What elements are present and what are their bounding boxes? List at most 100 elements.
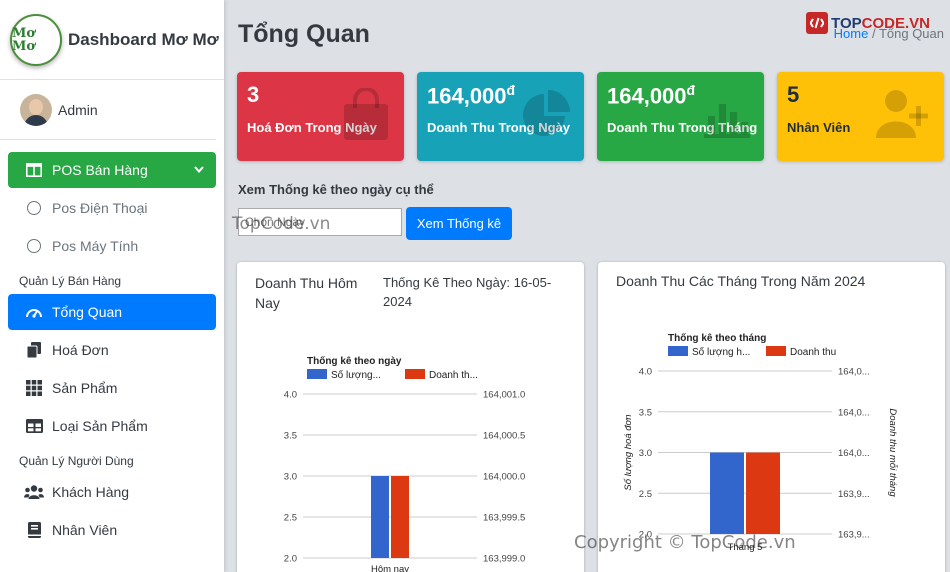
copyright-watermark: Copyright © TopCode.vn bbox=[574, 532, 796, 553]
sidebar-item-label: Khách Hàng bbox=[52, 484, 130, 500]
sidebar-item-customers[interactable]: Khách Hàng bbox=[8, 474, 216, 510]
shopping-bag-icon bbox=[340, 87, 392, 151]
topcode-logo-text-b: CODE.VN bbox=[861, 14, 930, 32]
stat-box-staff[interactable]: 5 Nhân Viên bbox=[777, 72, 944, 161]
th-grid-icon bbox=[24, 380, 44, 396]
chart-monthly: Thống kê theo tháng Số lượng h... Doanh th… bbox=[623, 332, 898, 553]
tachometer-icon bbox=[24, 305, 44, 319]
legend-swatch bbox=[307, 369, 327, 379]
view-stats-button[interactable]: Xem Thống kê bbox=[406, 207, 512, 240]
chevron-down-icon bbox=[194, 164, 204, 176]
bar-chart-icon bbox=[700, 88, 752, 149]
brand-title: Dashboard Mơ Mơ bbox=[68, 29, 219, 49]
sidebar-item-label: Nhân Viên bbox=[52, 522, 118, 538]
card-title: Doanh Thu Hôm Nay bbox=[255, 275, 358, 311]
right-tick-label: 164,0... bbox=[838, 448, 870, 459]
right-tick-label: 164,0... bbox=[838, 407, 870, 418]
nav-header-users: Quản Lý Người Dùng bbox=[19, 454, 134, 468]
stat-value-number: 164,000 bbox=[427, 83, 507, 109]
left-tick-label: 3.5 bbox=[639, 407, 652, 418]
bar-invoice-count bbox=[710, 452, 744, 534]
chart-title: Thống kê theo tháng bbox=[668, 332, 766, 344]
topcode-logo-watermark: TOP CODE.VN bbox=[806, 12, 930, 34]
stat-value-unit: đ bbox=[686, 82, 696, 98]
user-name: Admin bbox=[58, 101, 98, 118]
breadcrumb-separator: / bbox=[871, 26, 879, 41]
right-tick-label: 164,000.5 bbox=[483, 431, 525, 442]
stat-label: Nhân Viên bbox=[787, 120, 851, 135]
main-content: Tổng Quan Home / Tổng Quan TOP CODE.VN 3 … bbox=[224, 0, 950, 572]
breadcrumb: Home / Tổng Quan bbox=[834, 26, 944, 41]
date-picker-input[interactable] bbox=[238, 208, 402, 236]
left-tick-label: 2.5 bbox=[639, 489, 652, 500]
y-axis-label-left: Số lượng hoá đơn bbox=[623, 414, 634, 490]
sidebar-item-invoices[interactable]: Hoá Đơn bbox=[8, 332, 216, 368]
topcode-logo-text: TOP bbox=[831, 14, 862, 32]
stat-box-invoices[interactable]: 3 Hoá Đơn Trong Ngày bbox=[237, 72, 404, 161]
y-axis-label-right: Doanh thu mỗi tháng bbox=[887, 408, 898, 497]
breadcrumb-current: Tổng Quan bbox=[878, 26, 944, 41]
copy-icon bbox=[24, 342, 44, 358]
legend-swatch bbox=[668, 346, 688, 356]
left-tick-label: 4.0 bbox=[284, 390, 297, 401]
card-subtitle: Thống Kê Theo Ngày: 16-05-2024 bbox=[383, 275, 552, 309]
left-tick-label: 3.0 bbox=[639, 448, 652, 459]
stat-label: Doanh Thu Trong Tháng bbox=[607, 120, 758, 135]
card-today-revenue: Doanh Thu Hôm Nay Thống Kê Theo Ngày: 16… bbox=[237, 262, 584, 572]
sidebar-item-pos-pc[interactable]: Pos Máy Tính bbox=[8, 228, 216, 264]
legend-swatch bbox=[405, 369, 425, 379]
stat-value: 5 bbox=[787, 82, 800, 107]
bar-revenue bbox=[391, 476, 409, 558]
nav-header-sales: Quản Lý Bán Hàng bbox=[19, 274, 122, 288]
right-tick-label: 164,000.0 bbox=[483, 472, 525, 483]
legend-label: Doanh th... bbox=[429, 370, 478, 381]
book-icon bbox=[24, 522, 44, 538]
left-tick-label: 2.0 bbox=[284, 554, 297, 565]
sidebar-item-products[interactable]: Sản Phẩm bbox=[8, 370, 216, 406]
right-tick-label: 163,9... bbox=[838, 530, 870, 541]
left-tick-label: 2.0 bbox=[639, 530, 652, 541]
sidebar-item-label: Hoá Đơn bbox=[52, 342, 109, 358]
chart-daily: Thống kê theo ngày Số lượng... Doanh th...… bbox=[284, 355, 525, 572]
category-label: Tháng 5 bbox=[728, 542, 763, 553]
columns-icon bbox=[24, 163, 44, 177]
user-panel[interactable]: Admin bbox=[0, 80, 216, 140]
sidebar-item-staff[interactable]: Nhân Viên bbox=[8, 512, 216, 548]
right-tick-label: 163,9... bbox=[838, 489, 870, 500]
category-label: Hôm nay bbox=[371, 564, 409, 572]
stat-value: 164,000đ bbox=[607, 82, 695, 109]
sidebar-item-categories[interactable]: Loại Sản Phẩm bbox=[8, 408, 216, 444]
right-tick-label: 164,001.0 bbox=[483, 390, 525, 401]
legend-label: Số lượng h... bbox=[692, 346, 750, 358]
user-plus-icon bbox=[874, 88, 932, 149]
stat-box-monthly-revenue[interactable]: 164,000đ Doanh Thu Trong Tháng bbox=[597, 72, 764, 161]
legend-label: Số lượng... bbox=[331, 369, 381, 381]
sidebar-item-overview[interactable]: Tổng Quan bbox=[8, 294, 216, 330]
right-tick-label: 164,0... bbox=[838, 367, 870, 378]
brand-link[interactable]: Mơ Mơ Dashboard Mơ Mơ bbox=[0, 0, 224, 80]
topcode-watermark: TopCode.vn bbox=[232, 214, 331, 234]
avatar bbox=[20, 93, 52, 126]
stat-boxes: 3 Hoá Đơn Trong Ngày 164,000đ Doanh Thu … bbox=[237, 72, 945, 161]
card-year-revenue: Doanh Thu Các Tháng Trong Năm 2024 Thống… bbox=[598, 262, 945, 572]
sidebar-item-label: POS Bán Hàng bbox=[52, 162, 148, 178]
brand-logo-text: Mơ Mơ bbox=[12, 25, 36, 54]
sidebar-item-pos[interactable]: POS Bán Hàng bbox=[8, 152, 216, 188]
left-tick-label: 4.0 bbox=[639, 367, 652, 378]
right-tick-label: 163,999.0 bbox=[483, 554, 525, 565]
left-tick-label: 3.5 bbox=[284, 431, 297, 442]
filter-title: Xem Thống kê theo ngày cụ thể bbox=[238, 182, 434, 197]
bar-invoice-count bbox=[371, 476, 389, 558]
sidebar-item-label: Pos Điện Thoại bbox=[52, 200, 148, 216]
circle-icon bbox=[24, 201, 44, 215]
bar-revenue bbox=[746, 452, 780, 534]
sidebar-item-label: Pos Máy Tính bbox=[52, 238, 139, 254]
sidebar-item-label: Loại Sản Phẩm bbox=[52, 418, 148, 434]
stat-value-unit: đ bbox=[506, 82, 516, 98]
stat-label: Doanh Thu Trong Ngày bbox=[427, 120, 570, 135]
stat-value-number: 164,000 bbox=[607, 83, 687, 109]
breadcrumb-home-link[interactable]: Home bbox=[833, 26, 869, 41]
circle-icon bbox=[24, 239, 44, 253]
stat-box-daily-revenue[interactable]: 164,000đ Doanh Thu Trong Ngày bbox=[417, 72, 584, 161]
sidebar-item-pos-phone[interactable]: Pos Điện Thoại bbox=[8, 190, 216, 226]
